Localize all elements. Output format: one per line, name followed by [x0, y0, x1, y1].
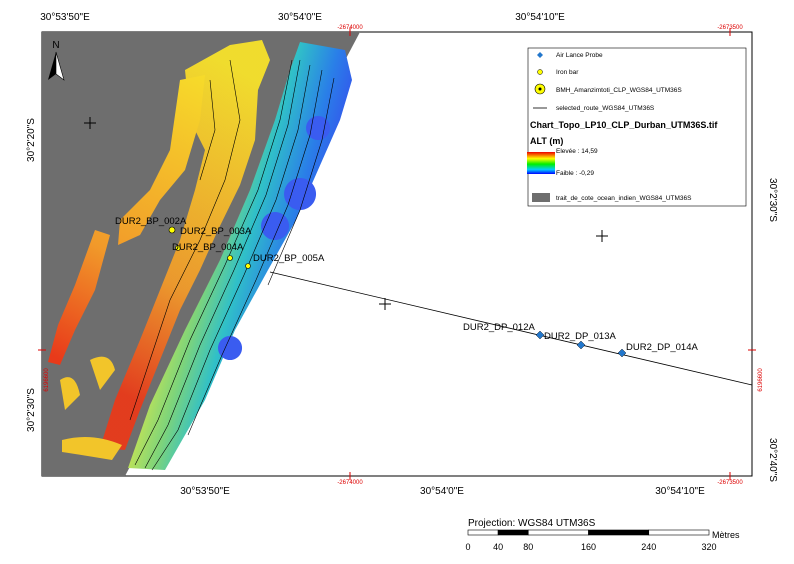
- lon-label: 30°54'0"E: [278, 12, 322, 23]
- scale-segment: [497, 529, 529, 536]
- legend-text: trait_de_cote_ocean_indien_WGS84_UTM36S: [556, 195, 692, 202]
- lon-label: 30°53'50"E: [180, 486, 230, 497]
- point-label: DUR2_DP_013A: [544, 331, 616, 342]
- lon-label: 30°53'50"E: [40, 12, 90, 23]
- point-label: DUR2_BP_004A: [172, 242, 244, 253]
- lat-label: 30°2'20"S: [26, 118, 37, 162]
- scale-tick: 0: [465, 542, 470, 552]
- lat-label: 30°2'30"S: [26, 388, 37, 432]
- proj-label: -2674000: [337, 25, 363, 31]
- north-arrow: N: [48, 40, 65, 81]
- point-label: DUR2_DP_012A: [463, 322, 535, 333]
- point-label: DUR2_BP_005A: [253, 253, 325, 264]
- point-label: DUR2_BP_002A: [115, 216, 187, 227]
- proj-label: -2673500: [717, 480, 743, 486]
- scale-tick: 40: [493, 542, 503, 552]
- proj-label: -2673500: [717, 25, 743, 31]
- north-label: N: [52, 40, 59, 51]
- point-label: DUR2_DP_014A: [626, 342, 698, 353]
- scale-unit: Mètres: [712, 530, 740, 540]
- scale-tick: 160: [581, 542, 596, 552]
- legend-text: Iron bar: [556, 69, 579, 76]
- legend-text: selected_route_WGS84_UTM36S: [556, 105, 655, 112]
- scale-tick: 80: [523, 542, 533, 552]
- lat-label: 30°2'30"S: [767, 178, 778, 222]
- scale-segment: [467, 529, 499, 536]
- legend-text: BMH_Amanzimtoti_CLP_WGS84_UTM36S: [556, 87, 682, 94]
- legend: Air Lance Probe Iron bar BMH_Amanzimtoti…: [527, 47, 747, 207]
- legend-text: Air Lance Probe: [556, 52, 603, 59]
- lon-label: 30°54'10"E: [655, 486, 705, 497]
- proj-label: 6196600: [758, 368, 764, 392]
- scale-bar: Projection: WGS84 UTM36S Mètres 0 40 80 160…: [465, 518, 740, 552]
- scale-tick: 320: [701, 542, 716, 552]
- legend-text: Faible : -0,29: [556, 170, 594, 177]
- grid-labels: 30°53'50"E 30°54'0"E 30°54'10"E 30°53'50…: [26, 12, 778, 497]
- lat-label: 30°2'40"S: [767, 438, 778, 482]
- point-label: DUR2_BP_003A: [180, 226, 252, 237]
- legend-raster: Chart_Topo_LP10_CLP_Durban_UTM36S.tif: [530, 120, 718, 130]
- legend-text: Elevée : 14,59: [556, 148, 598, 155]
- route: [269, 271, 753, 386]
- lon-label: 30°54'10"E: [515, 12, 565, 23]
- legend-alt: ALT (m): [530, 136, 563, 146]
- scale-segment: [648, 529, 710, 536]
- scale-tick: 240: [641, 542, 656, 552]
- proj-label: -2674000: [337, 480, 363, 486]
- lon-label: 30°54'0"E: [420, 486, 464, 497]
- proj-label: 6196600: [44, 368, 50, 392]
- survey-points: DUR2_BP_002A DUR2_BP_003A DUR2_BP_004A D…: [115, 216, 698, 358]
- scale-segment: [527, 529, 589, 536]
- scale-segment: [588, 529, 650, 536]
- projection: Projection: WGS84 UTM36S: [468, 518, 596, 529]
